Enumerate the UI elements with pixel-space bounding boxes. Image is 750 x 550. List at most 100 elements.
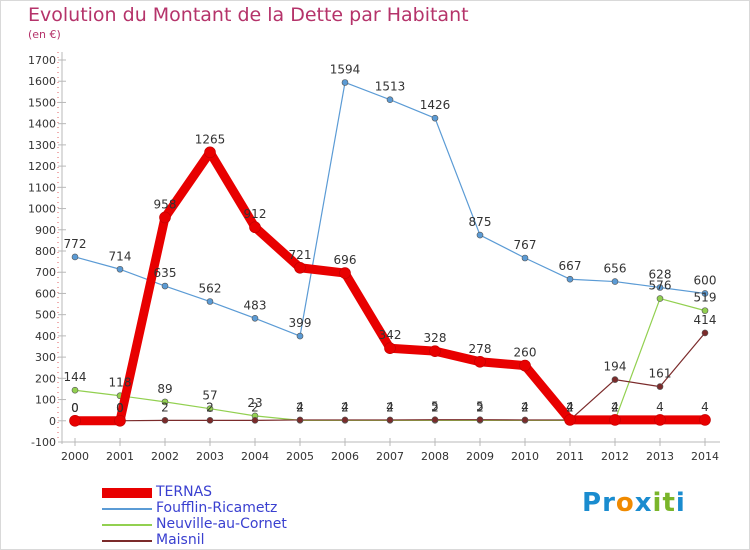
data-point [251,417,259,424]
data-label: 2 [431,400,439,414]
y-tick-label: 100 [35,394,56,407]
data-point [611,376,619,383]
data-point [656,383,664,390]
logo-letter: i [652,488,663,518]
y-tick-label: 1200 [28,160,56,173]
data-label: 912 [244,207,267,221]
y-tick-label: 0 [49,415,56,428]
data-label: 4 [386,400,394,414]
y-tick-label: 1700 [28,54,56,67]
data-label: 328 [424,331,447,345]
data-point [701,307,709,314]
chart-title: Evolution du Montant de la Dette par Hab… [28,4,469,26]
data-point [386,416,394,424]
data-point [521,254,529,262]
x-tick-label: 2014 [691,450,719,463]
data-label: 2 [386,400,394,414]
data-label: 519 [694,291,717,305]
data-label: 161 [649,367,672,381]
data-label: 4 [521,400,529,414]
x-tick-label: 2008 [421,450,449,463]
y-tick-label: 1000 [28,203,56,216]
y-tick-label: 500 [35,309,56,322]
legend-swatch [102,540,152,542]
data-label: 260 [514,346,537,360]
data-point [114,414,126,427]
y-tick-label: 1500 [28,96,56,109]
data-point [296,416,304,424]
data-point [701,290,709,297]
data-point [699,414,711,426]
data-point [564,414,576,426]
logo-letter: r [602,488,616,518]
x-tick-label: 2011 [556,450,584,463]
chart-unit: (en €) [28,28,61,41]
x-tick-label: 2013 [646,450,674,463]
data-point [159,211,171,224]
x-tick-label: 2000 [61,450,89,463]
data-point [654,414,666,426]
y-tick-label: 1300 [28,139,56,152]
data-label: 2 [341,400,349,414]
data-label: 767 [514,238,537,252]
data-label: 2 [566,400,574,414]
logo-letter: o [615,488,635,518]
x-tick-label: 2002 [151,450,179,463]
data-point [206,417,214,424]
data-label: 0 [71,401,79,415]
x-tick-label: 2010 [511,450,539,463]
data-label: 1265 [195,132,226,146]
data-label: 696 [334,253,357,267]
x-tick-label: 2003 [196,450,224,463]
data-label: 4 [566,400,574,414]
y-tick-label: -100 [31,436,56,449]
data-point [161,417,169,424]
data-label: 2 [476,400,484,414]
data-point [294,261,306,274]
data-label: 4 [566,400,574,414]
data-label: 414 [694,313,717,327]
logo-letter: t [662,488,676,518]
data-label: 2 [521,400,529,414]
data-point [656,284,664,291]
data-label: 194 [604,360,627,374]
data-point [71,386,79,394]
data-label: 4 [611,400,619,414]
data-label: 2 [206,400,214,414]
y-tick-label: 600 [35,287,56,300]
legend-swatch [102,524,152,526]
x-tick-label: 2004 [241,450,269,463]
legend-swatch [102,488,152,498]
data-point [521,416,529,424]
data-label: 667 [559,259,582,273]
data-label: 2 [161,400,169,414]
data-point [251,314,259,322]
y-tick-label: 400 [35,330,56,343]
legend-label: Neuville-au-Cornet [156,516,287,532]
data-point [431,114,439,122]
data-label: 483 [244,298,267,312]
data-label: 875 [469,215,492,229]
x-tick-label: 2001 [106,450,134,463]
data-point [566,275,574,283]
data-label: 2 [611,400,619,414]
data-label: 714 [109,249,132,263]
logo-letter: x [634,488,653,518]
data-point [386,96,394,103]
data-point [341,79,349,86]
data-label: 399 [289,316,312,330]
data-label: 118 [109,376,132,390]
data-point [476,416,484,424]
data-point [431,416,439,424]
data-point [611,278,619,285]
data-point [204,146,216,159]
data-label: 600 [694,273,717,287]
data-point [429,345,441,357]
data-point [384,342,396,354]
data-label: 23 [247,396,262,410]
data-point [249,221,261,234]
data-label: 342 [379,328,402,342]
data-label: 635 [154,266,177,280]
